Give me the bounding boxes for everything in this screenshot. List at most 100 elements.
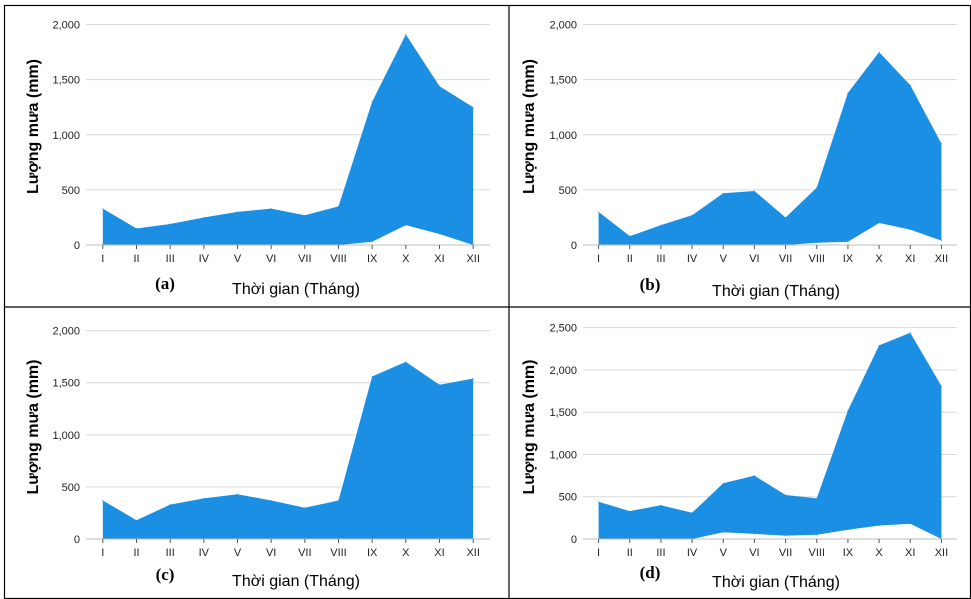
- x-tick-label: VIII: [330, 547, 347, 559]
- data-point-upper: [405, 33, 407, 35]
- data-point-upper: [878, 344, 880, 346]
- data-point-upper: [785, 216, 787, 218]
- data-point-upper: [371, 375, 373, 377]
- data-point-upper: [629, 235, 631, 237]
- data-point-upper: [660, 224, 662, 226]
- x-tick-label: VIII: [808, 253, 825, 265]
- data-point-lower: [847, 241, 849, 243]
- data-point-upper: [909, 332, 911, 334]
- x-tick-label: III: [656, 547, 665, 559]
- data-point-lower: [722, 531, 724, 533]
- y-axis-label: Lượng mưa (mm): [521, 59, 538, 194]
- data-point-upper: [237, 493, 238, 495]
- y-tick-label: 1,500: [52, 378, 80, 390]
- y-tick-label: 1,000: [52, 130, 80, 142]
- x-tick-label: X: [875, 547, 883, 559]
- data-point-upper: [270, 208, 272, 210]
- data-point-upper: [753, 475, 755, 477]
- data-point-upper: [405, 361, 407, 363]
- data-point-upper: [270, 499, 272, 501]
- data-point-upper: [909, 84, 911, 86]
- x-tick-label: VII: [298, 253, 311, 265]
- x-tick-label: IX: [843, 253, 854, 265]
- x-tick-label: IX: [367, 547, 378, 559]
- y-tick-label: 1,000: [549, 449, 577, 461]
- data-point-lower: [753, 533, 755, 535]
- data-point-upper: [940, 143, 942, 145]
- x-axis-label: Thời gian (Tháng): [232, 573, 360, 590]
- x-tick-label: IV: [687, 547, 698, 559]
- x-tick-label: VI: [266, 253, 276, 265]
- x-tick-label: III: [166, 547, 175, 559]
- x-tick-label: II: [627, 253, 633, 265]
- data-point-upper: [816, 187, 818, 189]
- data-point-upper: [169, 223, 171, 225]
- data-point-upper: [598, 211, 600, 213]
- data-point-upper: [598, 501, 600, 503]
- x-tick-label: VII: [298, 547, 311, 559]
- data-point-upper: [136, 227, 137, 229]
- x-tick-label: IX: [843, 547, 854, 559]
- x-tick-label: VII: [779, 253, 792, 265]
- y-tick-label: 0: [571, 534, 577, 546]
- data-point-upper: [940, 385, 942, 387]
- data-point-upper: [338, 205, 339, 207]
- y-tick-label: 2,000: [549, 20, 577, 32]
- data-point-upper: [660, 504, 662, 506]
- x-tick-label: XI: [434, 547, 444, 559]
- x-tick-label: IV: [687, 253, 698, 265]
- x-tick-label: VII: [779, 547, 792, 559]
- data-point-lower: [405, 224, 407, 226]
- y-axis-label: Lượng mưa (mm): [25, 360, 42, 495]
- data-point-upper: [338, 499, 339, 501]
- x-tick-label: XII: [466, 547, 479, 559]
- data-point-upper: [816, 497, 818, 499]
- x-tick-label: XI: [434, 253, 444, 265]
- panel-label: (b): [640, 275, 661, 294]
- x-tick-label: V: [234, 253, 242, 265]
- x-tick-label: V: [720, 253, 728, 265]
- x-tick-label: V: [720, 547, 728, 559]
- data-point-lower: [816, 534, 818, 536]
- panel-label: (d): [640, 563, 661, 582]
- y-tick-label: 500: [62, 482, 80, 494]
- data-point-upper: [439, 85, 440, 87]
- data-point-upper: [472, 106, 474, 108]
- data-point-upper: [847, 92, 849, 94]
- data-point-upper: [439, 384, 440, 386]
- x-tick-label: X: [402, 547, 410, 559]
- x-tick-label: XII: [935, 547, 948, 559]
- x-tick-label: XII: [935, 253, 948, 265]
- y-tick-label: 500: [559, 492, 577, 504]
- data-point-upper: [691, 214, 693, 216]
- y-axis-label: Lượng mưa (mm): [25, 59, 42, 194]
- x-axis-label: Thời gian (Tháng): [232, 281, 360, 298]
- x-tick-label: V: [234, 547, 242, 559]
- x-tick-label: X: [875, 253, 883, 265]
- data-point-upper: [472, 378, 474, 380]
- x-tick-label: IX: [367, 253, 378, 265]
- x-tick-label: II: [627, 547, 633, 559]
- y-tick-label: 1,500: [549, 407, 577, 419]
- y-tick-label: 0: [571, 240, 577, 252]
- data-point-lower: [878, 524, 880, 526]
- data-point-upper: [722, 192, 724, 194]
- data-point-upper: [629, 510, 631, 512]
- data-point-upper: [136, 519, 137, 521]
- data-point-upper: [371, 101, 373, 103]
- rainfall-area: [102, 34, 474, 246]
- data-point-upper: [878, 51, 880, 53]
- y-tick-label: 0: [74, 534, 80, 546]
- x-tick-label: VIII: [330, 253, 347, 265]
- y-tick-label: 500: [62, 185, 80, 197]
- data-point-upper: [203, 497, 205, 499]
- rainfall-area: [102, 361, 474, 539]
- data-point-lower: [371, 241, 373, 243]
- x-tick-label: VI: [749, 253, 759, 265]
- data-point-lower: [878, 222, 880, 224]
- data-point-upper: [722, 482, 724, 484]
